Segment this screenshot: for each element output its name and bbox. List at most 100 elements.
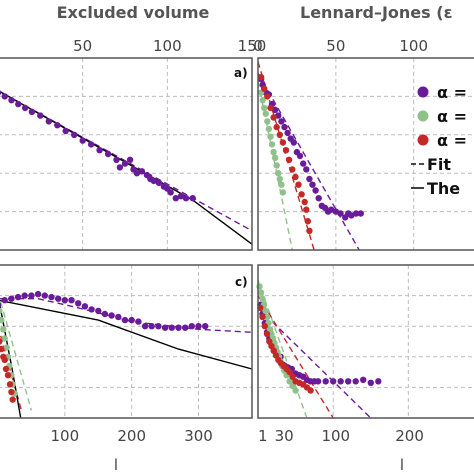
data-point-c-red-1 bbox=[0, 345, 5, 353]
data-point-c-red-7 bbox=[8, 388, 15, 396]
data-point-b-red-5 bbox=[273, 123, 280, 131]
tick-label-top-right-2: 100 bbox=[399, 37, 428, 55]
data-point-c-green-0 bbox=[0, 307, 3, 315]
data-point-c-purple-9 bbox=[55, 295, 62, 302]
data-point-d-purple-27 bbox=[367, 379, 374, 386]
data-point-a-purple-13 bbox=[96, 147, 103, 154]
data-point-b-purple-11 bbox=[290, 139, 297, 146]
data-point-a-purple-20 bbox=[133, 170, 141, 177]
data-point-a-purple-3 bbox=[15, 100, 22, 108]
legend-label-4: The bbox=[427, 179, 460, 198]
legend-label-1: α = bbox=[437, 107, 467, 126]
data-point-a-purple-30 bbox=[177, 193, 185, 200]
data-point-b-red-14 bbox=[301, 198, 308, 206]
panel-frame-d bbox=[257, 264, 474, 419]
data-point-c-purple-20 bbox=[128, 316, 135, 324]
legend-label-0: α = bbox=[437, 83, 467, 102]
data-point-d-green-18 bbox=[286, 378, 293, 385]
axis-label-marker-1: l bbox=[400, 456, 404, 474]
data-point-b-green-14 bbox=[279, 189, 287, 196]
data-point-b-green-12 bbox=[276, 175, 283, 183]
data-point-d-purple-24 bbox=[345, 378, 352, 385]
legend-label-2: α = bbox=[437, 131, 467, 150]
data-point-d-purple-25 bbox=[352, 378, 359, 385]
data-point-b-red-12 bbox=[295, 181, 302, 188]
data-point-c-purple-8 bbox=[48, 293, 55, 301]
data-point-a-purple-9 bbox=[62, 127, 69, 135]
data-point-a-purple-28 bbox=[167, 189, 174, 196]
legend-marker-2 bbox=[417, 134, 429, 146]
panel-label-c: c) bbox=[235, 275, 248, 289]
data-point-a-purple-18 bbox=[126, 156, 134, 163]
data-point-a-purple-31 bbox=[182, 195, 190, 202]
data-point-c-purple-18 bbox=[115, 313, 122, 321]
tick-label-top-left-1: 100 bbox=[153, 37, 182, 55]
data-point-b-purple-8 bbox=[281, 123, 288, 131]
data-point-c-purple-2 bbox=[8, 295, 15, 302]
data-point-b-green-13 bbox=[278, 181, 285, 188]
data-point-c-purple-25 bbox=[161, 324, 169, 331]
panel-label-a: a) bbox=[234, 66, 248, 80]
tick-label-top-right-0: 0 bbox=[253, 37, 263, 55]
data-point-b-green-10 bbox=[273, 162, 280, 169]
data-point-b-red-6 bbox=[276, 131, 283, 138]
data-point-c-red-5 bbox=[4, 372, 12, 379]
data-point-d-red-1 bbox=[259, 313, 266, 321]
data-point-d-red-13 bbox=[289, 373, 296, 380]
data-point-c-purple-6 bbox=[34, 290, 42, 298]
fit-line-c-1 bbox=[0, 296, 33, 411]
data-point-b-red-1 bbox=[261, 85, 268, 92]
data-point-d-purple-22 bbox=[330, 378, 337, 385]
data-point-b-red-0 bbox=[257, 74, 265, 81]
data-point-c-purple-17 bbox=[108, 312, 115, 319]
data-point-b-purple-16 bbox=[306, 175, 313, 183]
data-point-b-purple-30 bbox=[357, 210, 364, 217]
data-point-c-purple-29 bbox=[188, 323, 195, 330]
panel-frame-a bbox=[0, 57, 253, 251]
fit-line-d-2 bbox=[257, 295, 334, 419]
data-point-b-purple-17 bbox=[309, 181, 316, 188]
data-point-c-purple-26 bbox=[168, 324, 175, 331]
panel-title-left: Excluded volume bbox=[57, 3, 210, 22]
data-point-c-purple-16 bbox=[101, 310, 109, 318]
data-point-b-purple-25 bbox=[337, 210, 344, 217]
data-point-b-red-2 bbox=[264, 93, 271, 100]
data-point-d-red-3 bbox=[263, 330, 271, 338]
data-point-b-red-17 bbox=[306, 227, 313, 234]
data-point-b-purple-15 bbox=[303, 166, 310, 173]
data-point-a-purple-4 bbox=[21, 104, 29, 112]
tick-label-bottom-right-3: 30 bbox=[275, 427, 294, 445]
data-point-b-green-3 bbox=[262, 110, 269, 117]
data-point-d-red-12 bbox=[286, 368, 293, 376]
data-point-d-purple-20 bbox=[314, 378, 322, 385]
data-point-a-purple-6 bbox=[37, 112, 44, 119]
data-point-d-red-2 bbox=[261, 323, 268, 330]
tick-label-bottom-left-1: 200 bbox=[117, 427, 146, 445]
data-point-c-red-3 bbox=[1, 356, 8, 364]
data-point-c-green-2 bbox=[0, 326, 7, 333]
data-point-c-green-4 bbox=[3, 344, 10, 351]
tick-label-bottom-right-1: 100 bbox=[321, 427, 350, 445]
data-point-b-red-11 bbox=[292, 173, 299, 181]
data-point-d-green-5 bbox=[263, 313, 271, 321]
data-point-d-green-20 bbox=[292, 387, 299, 394]
data-point-c-purple-14 bbox=[88, 306, 95, 313]
data-point-b-green-8 bbox=[270, 148, 277, 156]
legend-label-3: Fit bbox=[427, 155, 451, 174]
data-point-b-red-15 bbox=[303, 206, 310, 213]
panel-frame-b bbox=[257, 57, 474, 251]
data-point-c-purple-0 bbox=[0, 302, 2, 308]
axis-label-marker-0: l bbox=[114, 456, 118, 474]
data-point-b-green-1 bbox=[259, 97, 266, 104]
data-point-c-purple-13 bbox=[81, 303, 89, 310]
data-point-c-purple-12 bbox=[75, 300, 82, 307]
tick-label-bottom-left-0: 100 bbox=[51, 427, 80, 445]
data-point-b-red-3 bbox=[267, 104, 274, 112]
data-point-a-purple-8 bbox=[54, 122, 61, 129]
data-point-a-purple-17 bbox=[121, 160, 129, 167]
data-point-c-purple-3 bbox=[14, 293, 22, 301]
data-point-c-red-8 bbox=[9, 396, 16, 403]
data-point-c-purple-30 bbox=[195, 323, 202, 330]
data-point-a-purple-15 bbox=[113, 156, 120, 163]
